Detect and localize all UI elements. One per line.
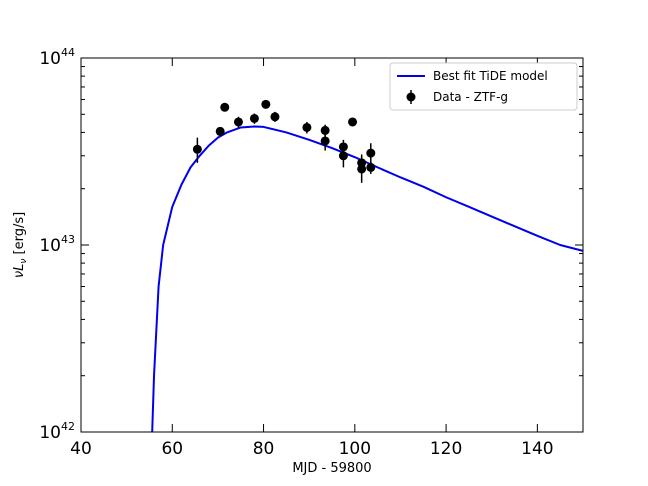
data-point	[233, 116, 243, 128]
data-point	[357, 157, 367, 183]
data-marker	[302, 122, 312, 132]
y-tick-exponent: 44	[61, 46, 75, 59]
data-marker	[320, 125, 330, 135]
data-marker	[261, 99, 271, 109]
data-point	[320, 132, 330, 151]
y-axis-label-unit: [erg/s]	[12, 212, 27, 259]
legend-data-label: Data - ZTF-g	[433, 90, 508, 104]
y-tick-exponent: 43	[61, 233, 75, 246]
y-tick-base: 10	[39, 49, 61, 69]
data-marker	[215, 126, 225, 136]
legend-box	[389, 62, 578, 111]
y-tick-label: 1043	[39, 233, 75, 256]
data-marker	[220, 102, 230, 112]
data-marker	[357, 164, 367, 174]
y-axis-label-main: νL	[12, 264, 27, 279]
data-marker	[320, 136, 330, 146]
model-layer	[151, 125, 584, 433]
data-point	[261, 99, 271, 109]
minor-ticks	[81, 66, 583, 377]
data-marker	[338, 151, 348, 161]
data-marker	[233, 117, 243, 127]
data-point	[338, 145, 348, 168]
y-tick-base: 10	[39, 423, 61, 443]
x-tick-label: 40	[70, 439, 92, 459]
data-point	[348, 117, 358, 127]
y-tick-exponent: 42	[61, 420, 75, 433]
data-marker	[192, 144, 202, 154]
y-axis-label-sub: ν	[19, 259, 29, 264]
data-point	[366, 161, 376, 174]
x-tick-label: 140	[521, 439, 553, 459]
x-axis-label: MJD - 59800	[292, 461, 371, 476]
y-tick-label: 1042	[39, 420, 75, 443]
x-tick-label: 120	[430, 439, 462, 459]
legend: Best fit TiDE model Data - ZTF-g	[389, 62, 578, 111]
data-point	[249, 113, 259, 124]
legend-model-label: Best fit TiDE model	[433, 69, 548, 83]
data-point	[215, 126, 225, 136]
x-tick-labels: 40 60 80 100 120 140	[70, 439, 553, 459]
data-point	[220, 102, 230, 112]
model-curve	[151, 125, 584, 433]
data-marker	[366, 162, 376, 172]
x-tick-label: 80	[253, 439, 275, 459]
y-axis-label: νLν [erg/s]	[12, 212, 29, 278]
data-point	[302, 121, 312, 134]
plot-background	[81, 58, 583, 432]
data-marker	[366, 148, 376, 158]
data-marker	[348, 117, 358, 127]
plot-frame	[80, 57, 584, 433]
data-marker	[249, 113, 259, 123]
y-tick-label: 1044	[39, 46, 75, 69]
x-tick-label: 100	[339, 439, 371, 459]
data-point	[366, 143, 376, 165]
data-marker	[270, 112, 280, 122]
data-points	[192, 99, 376, 183]
x-tick-label: 60	[161, 439, 183, 459]
data-point	[270, 111, 280, 122]
legend-data-marker	[406, 92, 416, 102]
data-point	[192, 137, 202, 163]
y-tick-base: 10	[39, 236, 61, 256]
